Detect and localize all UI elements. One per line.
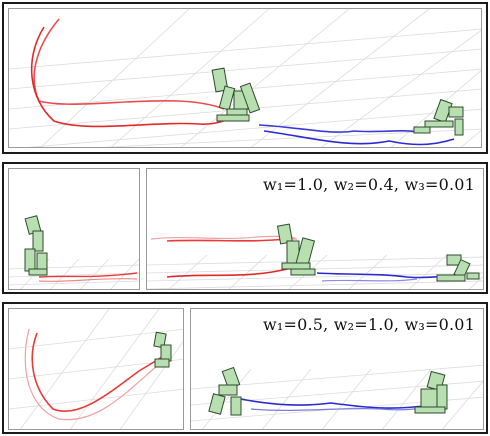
- trajectory-past-right-1: [166, 238, 288, 242]
- character-group-end: [413, 98, 464, 136]
- trajectory-future-right-1: [316, 272, 458, 279]
- trajectory-future-row3-1: [240, 398, 432, 409]
- panel-row-2: w₁=1.0, w₂=0.4, w₃=0.01: [2, 162, 488, 294]
- trajectory-past-right-top: [150, 235, 297, 240]
- viewport-row-1: [8, 8, 482, 148]
- viewport-row-3-right: w₁=0.5, w₂=1.0, w₃=0.01: [190, 308, 484, 430]
- character-crouch-left: [24, 215, 48, 276]
- trajectory-past-row3-2: [24, 328, 166, 421]
- scene-row-2-right: [147, 223, 483, 289]
- panel-row-1: [2, 2, 488, 154]
- scene-row-1: [9, 9, 481, 147]
- panel-row-3: w₁=0.5, w₂=1.0, w₃=0.01: [2, 302, 488, 434]
- character-group-row2-end: [436, 254, 480, 282]
- weights-label-row-2: w₁=1.0, w₂=0.4, w₃=0.01: [262, 175, 475, 194]
- viewport-row-3-left: [8, 308, 184, 430]
- viewport-row-2-right: w₁=1.0, w₂=0.4, w₃=0.01: [146, 168, 484, 290]
- trajectory-future-row3-2: [250, 406, 432, 412]
- trajectory-past-top: [33, 18, 225, 110]
- scene-row-2-left: [9, 215, 139, 289]
- trajectory-past-bottom: [30, 26, 235, 128]
- weights-label-row-3: w₁=0.5, w₂=1.0, w₃=0.01: [262, 315, 475, 334]
- trajectory-future-top: [258, 124, 420, 133]
- trajectory-future-right-2: [321, 278, 418, 282]
- trajectory-past-left-2: [38, 278, 138, 282]
- viewport-row-2-left: [8, 168, 140, 290]
- character-group-start: [211, 67, 261, 122]
- character-row3-end: [414, 370, 448, 414]
- character-row3-left: [153, 331, 172, 368]
- floor-grid: [9, 9, 481, 147]
- character-group-row2-mid: [276, 223, 316, 276]
- trajectory-future-bottom: [263, 130, 455, 146]
- trajectory-past-row3-1: [31, 332, 166, 412]
- scene-row-3-right: [191, 364, 483, 429]
- scene-row-3-left: [9, 309, 183, 429]
- trajectory-past-left-1: [38, 272, 138, 278]
- character-row3-start: [208, 366, 242, 416]
